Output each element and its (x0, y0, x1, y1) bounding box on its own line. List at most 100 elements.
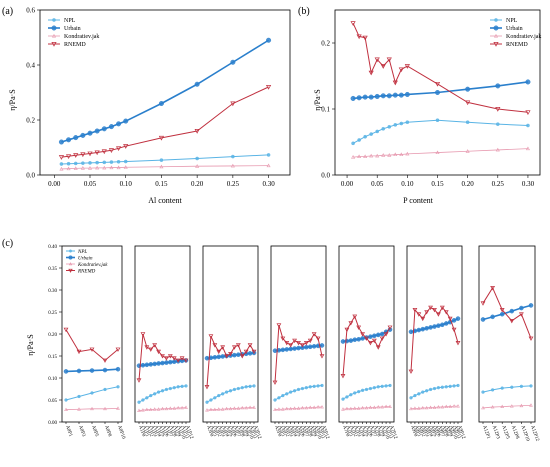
point-RNEMD (115, 146, 122, 152)
legend-label-RNEMD: RNEMD (64, 42, 86, 48)
c-x-tick-label: A9P8 (440, 425, 449, 438)
c-legend-marker-RNEMD (68, 268, 73, 273)
c-x-tick-label: A5P0 (273, 425, 282, 438)
point-RNEMD (58, 155, 65, 160)
c-y-tick-label: 0.15 (48, 355, 57, 360)
c-point-RNEMD (300, 343, 305, 348)
c-point-Kondratiev_jak (220, 407, 225, 411)
c-point-Kondratiev_jak (481, 405, 485, 410)
c-point-Kondratiev_jak (172, 406, 177, 410)
c-point-Urbain (63, 369, 69, 374)
c-point-NPL (436, 386, 441, 390)
c-point-Kondratiev_jak (368, 405, 373, 409)
c-point-NPL (320, 383, 324, 388)
c-point-Kondratiev_jak (176, 405, 181, 410)
c-point-RNEMD (296, 341, 301, 346)
c-point-RNEMD (451, 327, 457, 333)
c-point-RNEMD (171, 356, 177, 361)
c-legend-marker-Kondratiev_jak (68, 262, 73, 266)
point-RNEMD (525, 110, 531, 116)
c-x-tick-label: A1P7 (165, 425, 174, 438)
panel-b-plot: 0.00 0.05 0.10 0.15 0.20 0.25 0.30 0.0 0.1 0.2 (321, 9, 541, 188)
c-x-tick-label: A12P8 (510, 425, 520, 440)
c-series-line-Kondratiev_jak (65, 407, 119, 411)
legend-marker-NPL (494, 18, 498, 22)
c-point-RNEMD (292, 338, 297, 344)
point-Kondratiev_jak (495, 147, 500, 152)
panel-b-label: (b) (298, 6, 310, 17)
c-point-Urbain (424, 326, 429, 331)
c-point-NPL (360, 388, 365, 392)
c-point-NPL (240, 386, 244, 390)
point-Urbain (101, 126, 107, 132)
c-point-NPL (153, 392, 157, 396)
c-x-tick-label: A5P11 (316, 425, 326, 440)
c-y-tick-label: 0.05 (48, 399, 57, 404)
c-point-Kondratiev_jak (490, 405, 495, 409)
c-point-NPL (90, 391, 94, 395)
c-point-NPL (221, 392, 225, 396)
c-series-line-Kondratiev_jak (138, 407, 187, 411)
point-Urbain (465, 86, 471, 92)
c-point-Kondratiev_jak (296, 406, 301, 410)
series-line-Urbain (61, 39, 269, 143)
c-point-Kondratiev_jak (348, 406, 353, 411)
c-x-tick-label: A0P5 (90, 425, 99, 438)
point-RNEMD (380, 64, 386, 69)
x-tick-label: 0.20 (191, 180, 204, 188)
point-Urbain (58, 139, 64, 145)
c-point-RNEMD (509, 319, 515, 324)
c-x-tick-label: A3P6 (229, 425, 238, 438)
c-legend-marker-NPL (69, 249, 72, 253)
c-point-Kondratiev_jak (376, 405, 381, 409)
c-series-line-NPL (482, 385, 532, 393)
point-Urbain (350, 95, 356, 101)
point-NPL (266, 153, 271, 157)
c-x-tick-label: A0P10 (116, 425, 126, 440)
c-series-line-Kondratiev_jak (410, 405, 458, 410)
point-Urbain (116, 121, 122, 127)
c-point-NPL (141, 398, 145, 402)
subplot-5: A7P0A7P1A7P2A7P3A7P4A7P5A7P6A7P7A7P8A7P9… (338, 245, 398, 440)
point-RNEMD (87, 151, 93, 157)
c-point-NPL (490, 388, 495, 392)
c-x-tick-label: A9P10 (448, 425, 458, 440)
c-legend-label-Urbain: Urbain (78, 256, 93, 261)
c-point-Kondratiev_jak (184, 405, 188, 409)
point-Urbain (356, 95, 362, 101)
point-NPL (526, 123, 530, 128)
c-point-RNEMD (344, 327, 350, 333)
c-point-NPL (353, 391, 357, 395)
c-point-RNEMD (102, 358, 108, 363)
c-point-RNEMD (383, 332, 389, 337)
c-point-RNEMD (443, 310, 449, 315)
c-x-tick-label: A1P5 (157, 425, 166, 438)
c-point-RNEMD (204, 385, 210, 390)
c-point-RNEMD (212, 343, 218, 348)
point-NPL (66, 161, 71, 166)
c-x-tick-label: A7P9 (376, 425, 385, 438)
c-point-NPL (384, 384, 388, 388)
c-point-Urbain (352, 337, 358, 342)
c-x-tick-label: A3P9 (240, 425, 249, 438)
c-x-tick-label: A0P3 (77, 425, 86, 438)
point-NPL (159, 158, 164, 162)
c-point-Urbain (348, 338, 354, 343)
c-point-Urbain (220, 354, 225, 359)
point-Kondratiev_jak (351, 155, 356, 159)
c-point-RNEMD (387, 325, 393, 330)
c-point-RNEMD (412, 308, 418, 313)
c-point-Kondratiev_jak (413, 406, 417, 410)
c-point-Urbain (443, 321, 449, 326)
point-NPL (102, 160, 107, 165)
c-point-Kondratiev_jak (137, 408, 141, 412)
c-point-NPL (77, 394, 81, 399)
c-point-NPL (428, 387, 433, 392)
c-point-NPL (409, 396, 413, 400)
c-x-tick-label: A1P9 (172, 425, 181, 438)
c-point-NPL (481, 390, 485, 394)
c-x-tick-label: A1P1 (141, 425, 150, 438)
point-Kondratiev_jak (87, 166, 93, 170)
c-point-Kondratiev_jak (244, 405, 249, 410)
point-Urbain (435, 89, 441, 95)
